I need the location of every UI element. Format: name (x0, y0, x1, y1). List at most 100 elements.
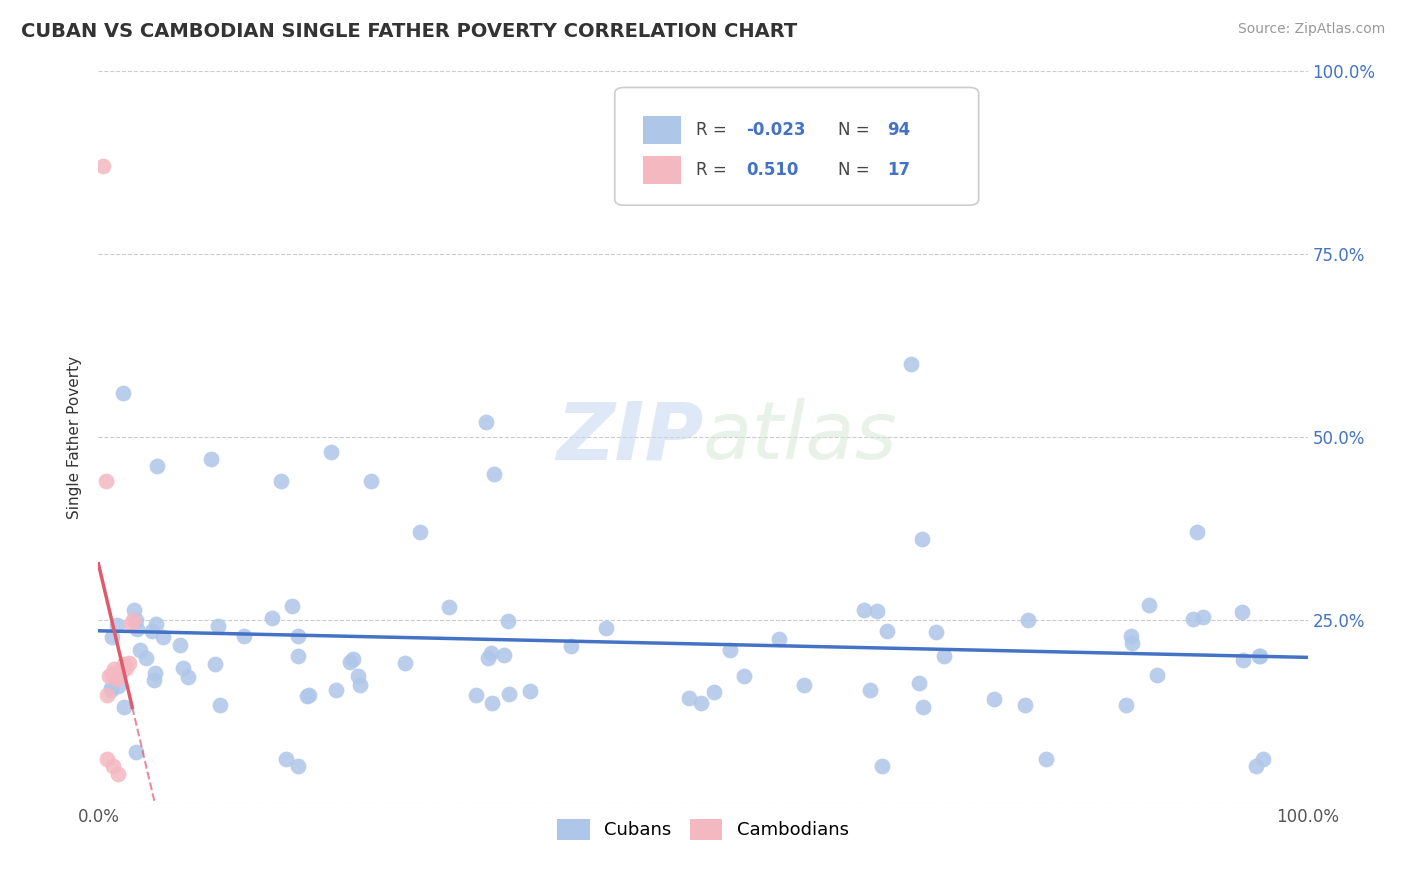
Point (208, 698, 231, 712)
Point (100, 681, 122, 696)
Point (105, 673, 128, 687)
Text: -0.023: -0.023 (747, 121, 806, 139)
Point (169, 638, 191, 652)
Point (207, 619, 229, 633)
Point (112, 657, 135, 671)
Point (127, 622, 149, 636)
Point (103, 662, 125, 676)
Point (1244, 759, 1267, 773)
Text: ZIP: ZIP (555, 398, 703, 476)
Point (122, 613, 145, 627)
Point (94, 474, 117, 488)
Point (1017, 613, 1039, 627)
Point (107, 766, 129, 780)
Point (983, 691, 1005, 706)
Point (115, 661, 138, 675)
Point (112, 386, 135, 401)
Legend: Cubans, Cambodians: Cubans, Cambodians (548, 810, 858, 848)
Point (394, 656, 416, 670)
Point (409, 525, 432, 540)
Point (482, 467, 505, 481)
Point (145, 617, 167, 632)
Point (110, 665, 132, 679)
Point (477, 651, 499, 665)
Point (678, 690, 700, 705)
Point (143, 665, 166, 680)
Point (1137, 599, 1160, 613)
Text: 94: 94 (887, 121, 910, 139)
Point (870, 759, 893, 773)
Point (911, 533, 934, 547)
Point (1115, 698, 1137, 712)
Bar (643, 116, 682, 144)
Point (925, 625, 948, 640)
Point (1251, 752, 1274, 766)
Bar (643, 156, 682, 184)
Point (859, 682, 882, 697)
Point (281, 599, 304, 614)
Point (437, 600, 460, 615)
Text: atlas: atlas (703, 398, 898, 476)
Point (143, 673, 166, 687)
Point (270, 474, 292, 488)
Point (900, 357, 922, 371)
Point (125, 745, 148, 759)
Point (519, 683, 541, 698)
Point (287, 629, 309, 643)
Text: 17: 17 (887, 161, 910, 179)
Point (481, 696, 503, 710)
FancyBboxPatch shape (614, 87, 979, 205)
Point (1249, 648, 1271, 663)
Point (118, 656, 141, 670)
Point (703, 684, 725, 698)
Point (122, 602, 145, 616)
Point (690, 696, 713, 710)
Point (792, 678, 814, 692)
Point (287, 759, 309, 773)
Point (177, 670, 200, 684)
Point (768, 632, 790, 646)
Point (1121, 635, 1143, 649)
Text: N =: N = (838, 121, 876, 139)
Point (1182, 612, 1205, 626)
Point (360, 474, 382, 488)
Point (876, 624, 898, 639)
Point (112, 699, 135, 714)
Point (146, 459, 169, 474)
Point (107, 679, 129, 693)
Point (287, 648, 309, 663)
Point (1230, 605, 1253, 619)
Point (492, 648, 515, 662)
Point (911, 700, 934, 714)
Text: Source: ZipAtlas.com: Source: ZipAtlas.com (1237, 22, 1385, 37)
Point (101, 630, 124, 644)
Point (96, 752, 118, 766)
Point (1146, 667, 1168, 681)
Point (128, 643, 150, 657)
Point (96, 688, 118, 702)
Point (595, 621, 617, 635)
Point (718, 642, 741, 657)
Point (733, 668, 755, 682)
Point (560, 639, 582, 653)
Point (297, 688, 319, 702)
Point (233, 629, 256, 643)
Point (908, 676, 931, 690)
Point (295, 690, 318, 704)
Point (100, 667, 122, 681)
Point (464, 688, 486, 702)
Point (108, 667, 131, 681)
Point (1121, 629, 1143, 643)
Point (276, 752, 298, 766)
Point (498, 688, 520, 702)
Point (1035, 752, 1057, 766)
Text: N =: N = (838, 161, 876, 179)
Point (125, 613, 148, 627)
Text: 0.510: 0.510 (747, 161, 799, 179)
Y-axis label: Single Father Poverty: Single Father Poverty (67, 356, 83, 518)
Point (120, 616, 142, 631)
Point (1192, 610, 1215, 624)
Point (141, 624, 163, 639)
Point (204, 657, 226, 671)
Point (91, 160, 114, 174)
